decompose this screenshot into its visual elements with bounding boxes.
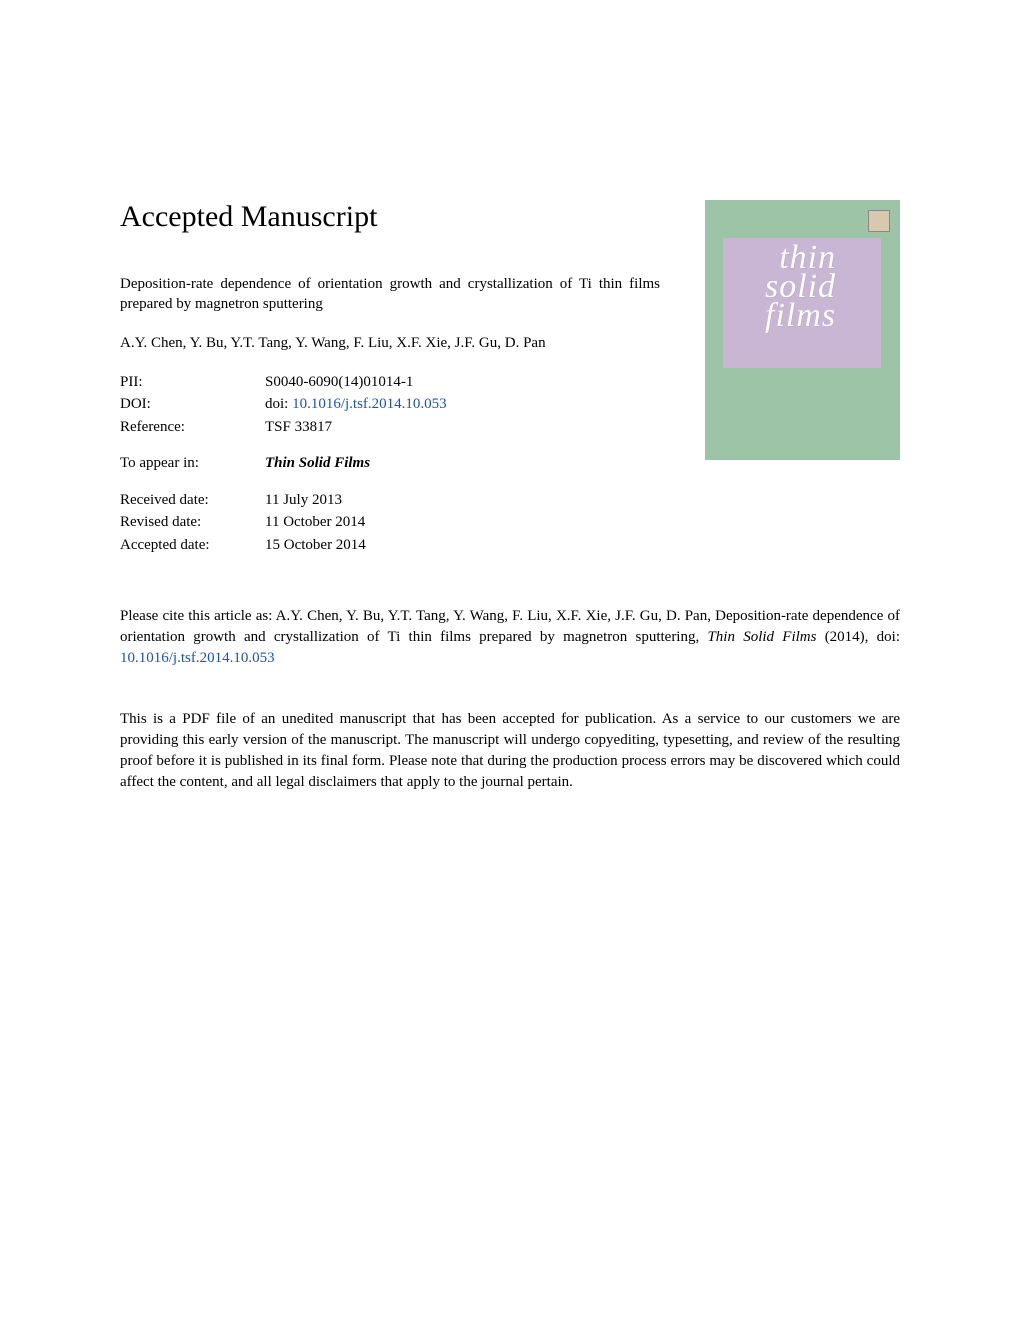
doi-prefix: doi: [265,396,292,412]
accepted-label: Accepted date: [120,534,265,557]
revised-value: 11 October 2014 [265,511,365,534]
doi-label: DOI: [120,393,265,416]
appear-label: To appear in: [120,452,265,475]
citation-block: Please cite this article as: A.Y. Chen, … [120,606,900,669]
manuscript-page: thin solid films Accepted Manuscript Dep… [0,0,1020,873]
meta-row-revised: Revised date: 11 October 2014 [120,511,900,534]
article-title: Deposition-rate dependence of orientatio… [120,274,660,315]
doi-link[interactable]: 10.1016/j.tsf.2014.10.053 [292,396,447,412]
citation-suffix: (2014), doi: [816,629,900,645]
reference-value: TSF 33817 [265,416,332,439]
meta-row-received: Received date: 11 July 2013 [120,489,900,512]
doi-value: doi: 10.1016/j.tsf.2014.10.053 [265,393,447,416]
appear-value: Thin Solid Films [265,452,370,475]
meta-row-accepted: Accepted date: 15 October 2014 [120,534,900,557]
citation-journal: Thin Solid Films [707,629,816,645]
citation-doi-link[interactable]: 10.1016/j.tsf.2014.10.053 [120,650,275,666]
accepted-value: 15 October 2014 [265,534,366,557]
revised-label: Revised date: [120,511,265,534]
journal-cover-title: thin solid films [765,244,836,331]
received-value: 11 July 2013 [265,489,342,512]
received-label: Received date: [120,489,265,512]
publisher-mark-icon [868,210,890,232]
disclaimer-text: This is a PDF file of an unedited manusc… [120,709,900,793]
reference-label: Reference: [120,416,265,439]
pii-label: PII: [120,371,265,394]
pii-value: S0040-6090(14)01014-1 [265,371,413,394]
cover-word-3: films [765,302,836,331]
journal-cover: thin solid films [705,200,900,460]
article-authors: A.Y. Chen, Y. Bu, Y.T. Tang, Y. Wang, F.… [120,333,660,353]
